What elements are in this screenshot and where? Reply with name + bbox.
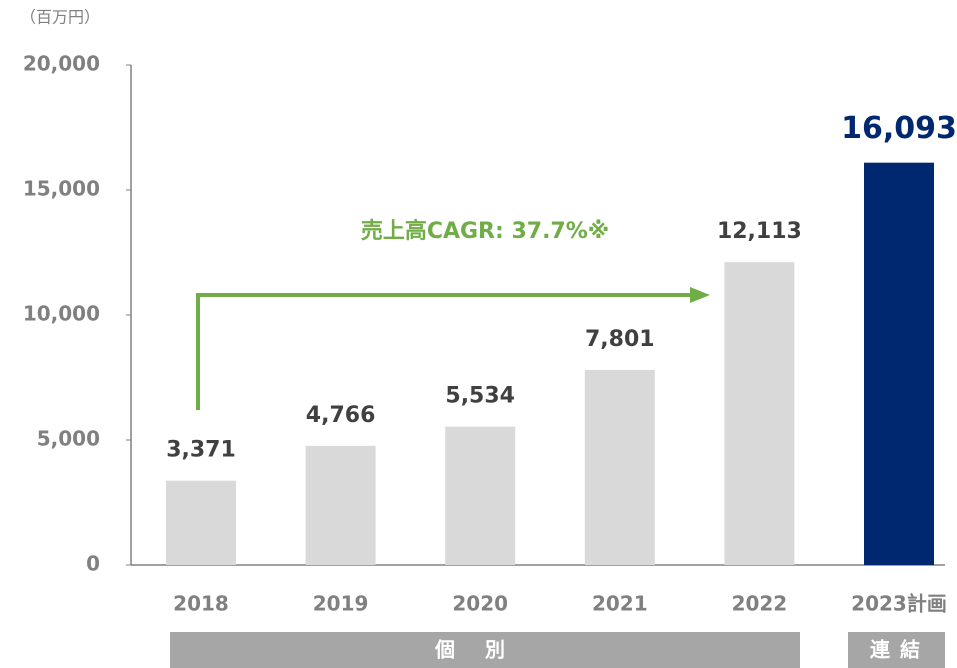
group-box xyxy=(170,632,800,668)
value-label: 4,766 xyxy=(306,403,376,428)
x-tick-label: 2022 xyxy=(732,592,788,616)
value-label: 7,801 xyxy=(585,327,655,352)
value-label: 3,371 xyxy=(166,438,236,463)
bar xyxy=(864,162,934,566)
y-tick-label: 0 xyxy=(86,552,100,576)
x-tick-label: 2021 xyxy=(592,592,648,616)
group-label: 個別 xyxy=(434,638,535,662)
y-tick-label: 10,000 xyxy=(23,302,100,326)
x-tick-label: 2019 xyxy=(313,592,369,616)
unit-label: （百万円） xyxy=(20,8,100,27)
bar xyxy=(166,480,236,565)
bar xyxy=(584,369,655,565)
y-tick-label: 5,000 xyxy=(37,427,100,451)
y-tick-label: 15,000 xyxy=(23,177,100,201)
value-label: 5,534 xyxy=(445,384,515,409)
cagr-arrow xyxy=(196,293,692,410)
x-tick-label: 2020 xyxy=(452,592,508,616)
y-tick-label: 20,000 xyxy=(23,52,100,76)
bar xyxy=(724,262,795,565)
bar xyxy=(305,445,376,565)
value-label: 12,113 xyxy=(717,219,802,244)
group-label: 連結 xyxy=(870,638,930,662)
cagr-annotation: 売上高CAGR: 37.7%※ xyxy=(361,218,609,244)
value-label: 16,093 xyxy=(841,111,957,146)
bar xyxy=(445,426,516,565)
group-box xyxy=(848,632,945,668)
x-tick-label: 2018 xyxy=(173,592,229,616)
x-tick-label: 2023計画 xyxy=(851,592,947,616)
cagr-arrowhead xyxy=(690,287,710,303)
